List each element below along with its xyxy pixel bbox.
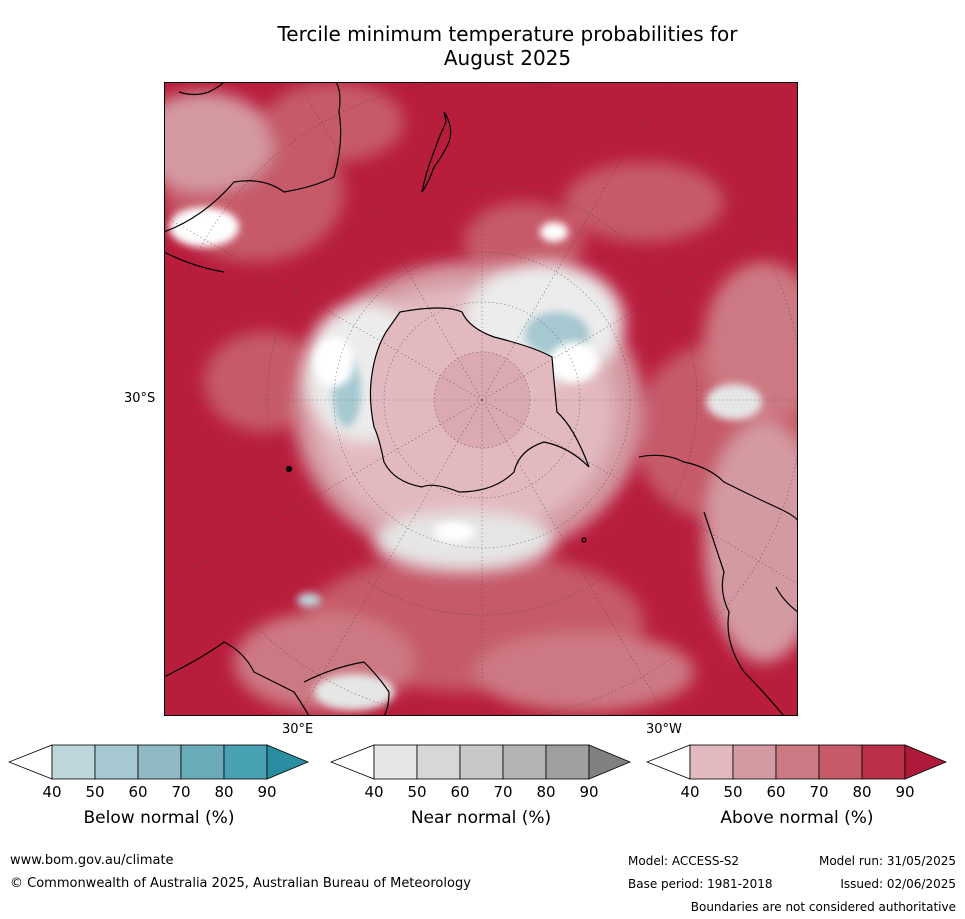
longitude-label-east: 30°E [282,722,314,737]
colorbar-tick-label: 70 [809,783,829,801]
colorbar-segment [818,744,863,780]
madagascar-coast [303,661,390,716]
colorbar-tick-label: 40 [42,783,62,801]
colorbar-segment [861,744,906,780]
australia-north-coast [178,82,225,96]
near-normal-colorbar [330,744,632,780]
longitude-label-west: 30°W [646,722,682,737]
title-line-1: Tercile minimum temperature probabilitie… [277,22,738,46]
base-period: Base period: 1981-2018 [628,877,773,891]
colorbar-segment [137,744,182,780]
colorbar-segment [775,744,820,780]
near-normal-title: Near normal (%) [410,808,552,828]
model-run-date: Model run: 31/05/2025 [818,854,956,868]
australia-south-coast [164,251,225,273]
colorbar-tick-label: 80 [536,783,556,801]
colorbar-extension-low [646,744,691,780]
above-normal-title: Above normal (%) [720,808,874,828]
colorbar-tick-label: 90 [257,783,277,801]
coastlines [164,82,798,716]
colorbar-segment [51,744,96,780]
colorbar-extension-high [266,744,310,780]
colorbar-segment [459,744,504,780]
copyright-text: © Commonwealth of Australia 2025, Austra… [10,876,471,891]
island-marker [285,465,293,473]
graticule [164,82,798,716]
colorbar-tick-label: 60 [128,783,148,801]
issued-date: Issued: 02/06/2025 [840,877,956,891]
colorbar-tick-label: 40 [364,783,384,801]
colorbar-tick-label: 90 [579,783,599,801]
colorbar-tick-label: 80 [214,783,234,801]
above-normal-colorbar [646,744,948,780]
colorbar-tick-label: 90 [895,783,915,801]
island-marker [581,537,587,543]
colorbar-tick-label: 60 [766,783,786,801]
colorbar-segment [689,744,734,780]
colorbar-tick-label: 60 [450,783,470,801]
colorbar-segment [373,744,418,780]
colorbar-tick-label: 40 [680,783,700,801]
colorbar-segment [416,744,461,780]
colorbar-tick-label: 50 [85,783,105,801]
white-spots [169,207,762,710]
colorbar-segment [94,744,139,780]
colorbar-tick-label: 50 [407,783,427,801]
colorbar-extension-low [8,744,53,780]
below-normal-title: Below normal (%) [83,808,235,828]
map-frame [164,82,798,716]
latitude-label: 30°S [124,391,156,406]
colorbar-tick-label: 50 [723,783,743,801]
colorbar-extension-high [588,744,632,780]
below-normal-colorbar [8,744,310,780]
south-america-east-coast [775,586,798,613]
colorbar-tick-label: 80 [852,783,872,801]
disclaimer: Boundaries are not considered authoritat… [690,900,956,914]
chart-title: Tercile minimum temperature probabilitie… [0,22,965,70]
probability-map [164,82,798,716]
colorbar-tick-label: 70 [171,783,191,801]
colorbar-segment [732,744,777,780]
colorbar-tick-label: 70 [493,783,513,801]
south-america-coast [703,511,785,716]
australia-coast [164,82,342,233]
colorbar-extension-low [330,744,375,780]
colorbar-segment [180,744,225,780]
model-name: Model: ACCESS-S2 [628,854,740,868]
new-zealand-coast [421,111,452,193]
antarctica-coast [369,307,590,493]
tierra-del-fuego-coast [638,454,798,523]
above-normal-patches [164,82,798,712]
title-line-2: August 2025 [443,46,572,70]
website-link[interactable]: www.bom.gov.au/climate [10,853,174,868]
colorbar-segment [545,744,590,780]
colorbar-segment [223,744,268,780]
africa-coast [164,641,310,716]
colorbar-segment [502,744,547,780]
colorbar-extension-high [904,744,948,780]
